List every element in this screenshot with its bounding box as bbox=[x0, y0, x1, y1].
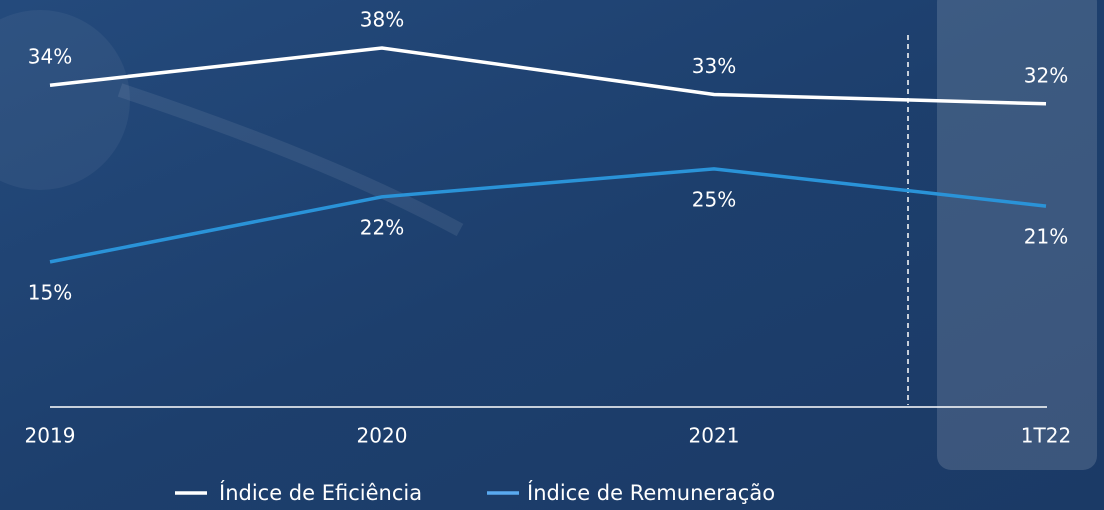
data-label: 34% bbox=[28, 45, 72, 69]
legend-label: Índice de Eficiência bbox=[219, 480, 422, 505]
data-label: 15% bbox=[28, 280, 72, 304]
x-tick-label: 1T22 bbox=[1021, 424, 1071, 448]
x-tick-label: 2019 bbox=[25, 424, 76, 448]
data-label: 38% bbox=[360, 8, 404, 32]
highlight-panel bbox=[937, 0, 1097, 470]
legend-label: Índice de Remuneração bbox=[527, 480, 775, 505]
data-label: 25% bbox=[692, 187, 736, 211]
line bbox=[49, 46, 1047, 106]
decoration bbox=[0, 10, 130, 190]
data-label: 33% bbox=[692, 54, 736, 78]
x-tick-label: 2020 bbox=[357, 424, 408, 448]
data-label: 32% bbox=[1024, 63, 1068, 87]
data-label: 21% bbox=[1024, 225, 1068, 249]
decoration bbox=[117, 83, 464, 237]
line bbox=[49, 167, 1047, 264]
data-label: 22% bbox=[360, 215, 404, 239]
x-tick-label: 2021 bbox=[689, 424, 740, 448]
